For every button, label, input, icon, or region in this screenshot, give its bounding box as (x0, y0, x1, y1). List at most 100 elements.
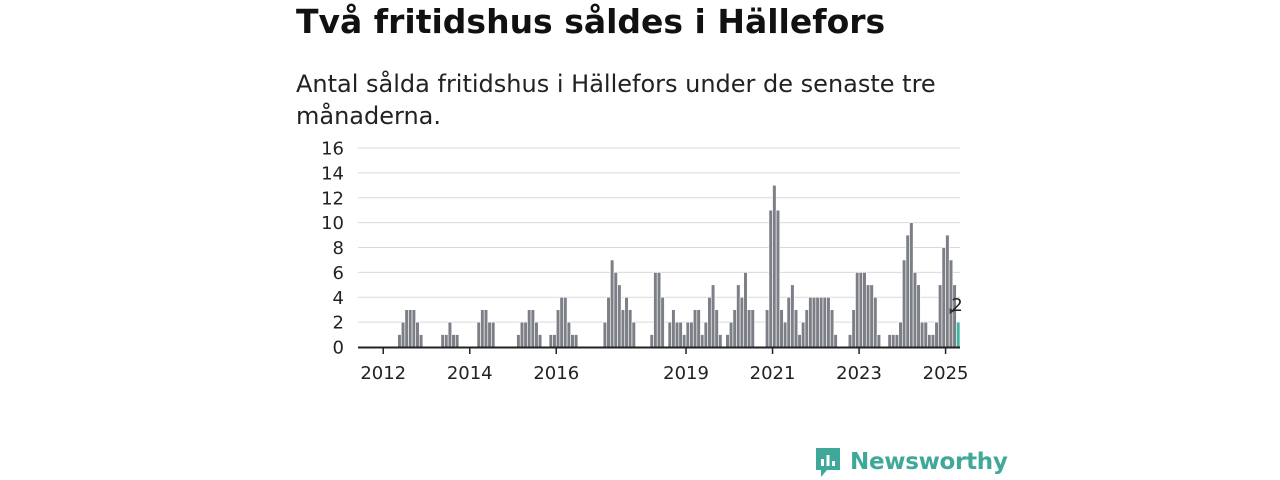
bar (689, 321, 694, 348)
bar (772, 185, 777, 348)
x-tick-label: 2023 (836, 363, 882, 384)
newsworthy-brand[interactable]: Newsworthy (814, 444, 1008, 480)
x-tick-label: 2019 (663, 363, 709, 384)
bar (912, 272, 918, 348)
bar (692, 309, 698, 348)
chart-subtitle: Antal sålda fritidshus i Hällefors under… (296, 70, 936, 130)
bar (656, 272, 662, 348)
bar (602, 321, 608, 348)
bar (476, 321, 481, 348)
bar (808, 296, 813, 348)
bar (930, 334, 936, 348)
bar (797, 334, 802, 348)
bar (934, 321, 939, 348)
bar (945, 234, 950, 348)
bar-latest-month (956, 321, 961, 348)
bar (624, 296, 629, 348)
bar (833, 334, 838, 348)
bar (682, 334, 687, 348)
y-tick-label: 16 (321, 139, 344, 160)
y-tick-label: 4 (333, 288, 344, 309)
bar (826, 296, 831, 348)
bar (811, 296, 817, 348)
bar (660, 296, 665, 348)
x-axis-ticks: 2012 2014 2016 2019 2021 2023 2025 (360, 347, 968, 384)
data-labels: 2 (949, 295, 963, 316)
bar (534, 321, 539, 348)
bar (710, 284, 716, 348)
bar (404, 309, 409, 348)
y-axis-ticks: 0 2 4 6 8 10 12 14 16 (321, 139, 344, 359)
bar (905, 234, 910, 348)
bars (397, 185, 961, 348)
x-tick-label: 2012 (360, 363, 406, 384)
bar (649, 334, 654, 348)
bar (725, 334, 730, 348)
bar (613, 272, 618, 348)
bar (606, 296, 611, 348)
bar (700, 334, 705, 348)
bar (527, 309, 532, 348)
bar (516, 334, 521, 348)
bar (628, 309, 633, 348)
bar (555, 309, 561, 348)
chart-title: Två fritidshus såldes i Hällefors (296, 2, 886, 41)
bar (397, 334, 402, 348)
bar (487, 321, 492, 348)
bar (790, 284, 795, 348)
bar (858, 272, 863, 348)
bar (537, 334, 543, 348)
bar (674, 321, 680, 348)
bar (548, 334, 553, 348)
bar (898, 321, 903, 348)
bar (678, 321, 683, 348)
bar (865, 284, 871, 348)
y-tick-label: 0 (333, 338, 344, 359)
bar (750, 309, 755, 348)
bar (736, 284, 741, 348)
bar (732, 309, 737, 348)
bar (869, 284, 874, 348)
bar (768, 209, 773, 348)
bar (415, 321, 420, 348)
bar (444, 334, 449, 348)
bar (523, 321, 528, 348)
bar (793, 309, 799, 348)
bar (570, 334, 575, 348)
bar (743, 272, 748, 348)
y-tick-label: 12 (321, 188, 344, 209)
bar (923, 321, 928, 348)
bar (804, 309, 809, 348)
bar (927, 334, 932, 348)
y-tick-label: 8 (333, 238, 344, 259)
last-value-pointer (949, 308, 955, 315)
bar (739, 296, 745, 348)
bar (851, 309, 856, 348)
bar (786, 296, 791, 348)
bar (480, 309, 485, 348)
bar (631, 321, 636, 348)
bar (747, 309, 752, 348)
bar (779, 309, 784, 348)
bar (667, 321, 672, 348)
y-tick-label: 6 (333, 263, 344, 284)
bar (447, 321, 453, 348)
bar (455, 334, 460, 348)
bar (400, 321, 406, 348)
bar (519, 321, 525, 348)
bar (902, 259, 907, 348)
bar (408, 309, 413, 348)
bar (707, 296, 712, 348)
bar (887, 334, 892, 348)
bar (815, 296, 820, 348)
bar (920, 321, 925, 348)
x-tick-label: 2016 (533, 363, 579, 384)
bar (801, 321, 806, 348)
bar (440, 334, 445, 348)
bar (855, 272, 860, 348)
y-tick-label: 14 (321, 163, 344, 184)
bar (703, 321, 708, 348)
bar (552, 334, 557, 348)
bar (728, 321, 734, 348)
bar (696, 309, 701, 348)
